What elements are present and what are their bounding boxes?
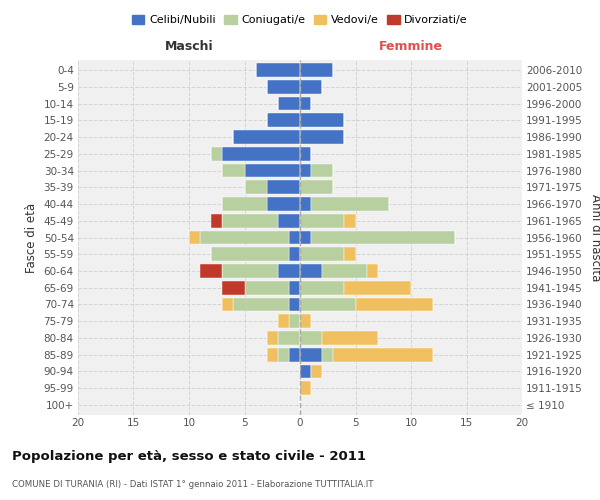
Bar: [311, 164, 334, 177]
Bar: [311, 197, 389, 211]
Bar: [300, 364, 311, 378]
Bar: [300, 230, 311, 244]
Bar: [266, 348, 278, 362]
Bar: [289, 314, 300, 328]
Bar: [266, 331, 278, 345]
Bar: [266, 114, 300, 127]
Bar: [245, 180, 266, 194]
Bar: [300, 180, 334, 194]
Y-axis label: Fasce di età: Fasce di età: [25, 202, 38, 272]
Bar: [367, 264, 378, 278]
Bar: [322, 331, 378, 345]
Bar: [300, 96, 311, 110]
Bar: [300, 214, 344, 228]
Bar: [211, 248, 289, 261]
Bar: [300, 298, 355, 312]
Bar: [300, 248, 344, 261]
Y-axis label: Anni di nascita: Anni di nascita: [589, 194, 600, 281]
Bar: [211, 147, 222, 160]
Bar: [223, 214, 278, 228]
Bar: [344, 281, 411, 294]
Bar: [278, 214, 300, 228]
Bar: [245, 164, 300, 177]
Bar: [211, 214, 222, 228]
Legend: Celibi/Nubili, Coniugati/e, Vedovi/e, Divorziati/e: Celibi/Nubili, Coniugati/e, Vedovi/e, Di…: [128, 10, 472, 30]
Bar: [300, 348, 322, 362]
Bar: [300, 63, 334, 77]
Bar: [300, 314, 311, 328]
Bar: [233, 130, 300, 144]
Bar: [266, 197, 300, 211]
Bar: [300, 147, 311, 160]
Bar: [278, 331, 300, 345]
Bar: [289, 248, 300, 261]
Bar: [222, 197, 266, 211]
Bar: [266, 180, 300, 194]
Bar: [266, 80, 300, 94]
Bar: [278, 348, 289, 362]
Text: Popolazione per età, sesso e stato civile - 2011: Popolazione per età, sesso e stato civil…: [12, 450, 366, 463]
Bar: [289, 281, 300, 294]
Bar: [222, 147, 300, 160]
Bar: [334, 348, 433, 362]
Bar: [289, 298, 300, 312]
Text: COMUNE DI TURANIA (RI) - Dati ISTAT 1° gennaio 2011 - Elaborazione TUTTITALIA.IT: COMUNE DI TURANIA (RI) - Dati ISTAT 1° g…: [12, 480, 373, 489]
Bar: [300, 130, 344, 144]
Text: Maschi: Maschi: [164, 40, 214, 53]
Bar: [300, 114, 344, 127]
Bar: [189, 230, 200, 244]
Bar: [311, 230, 455, 244]
Bar: [200, 264, 222, 278]
Bar: [289, 348, 300, 362]
Bar: [222, 298, 233, 312]
Bar: [278, 96, 300, 110]
Bar: [344, 214, 355, 228]
Bar: [223, 264, 278, 278]
Bar: [311, 364, 322, 378]
Bar: [256, 63, 300, 77]
Bar: [278, 264, 300, 278]
Bar: [300, 331, 322, 345]
Bar: [289, 230, 300, 244]
Bar: [322, 348, 334, 362]
Bar: [300, 164, 311, 177]
Bar: [300, 80, 322, 94]
Bar: [300, 382, 311, 395]
Bar: [300, 264, 322, 278]
Bar: [344, 248, 355, 261]
Bar: [223, 281, 245, 294]
Bar: [278, 314, 289, 328]
Bar: [300, 281, 344, 294]
Bar: [200, 230, 289, 244]
Bar: [355, 298, 433, 312]
Bar: [322, 264, 367, 278]
Bar: [245, 281, 289, 294]
Bar: [223, 164, 245, 177]
Text: Femmine: Femmine: [379, 40, 443, 53]
Bar: [300, 197, 311, 211]
Bar: [233, 298, 289, 312]
